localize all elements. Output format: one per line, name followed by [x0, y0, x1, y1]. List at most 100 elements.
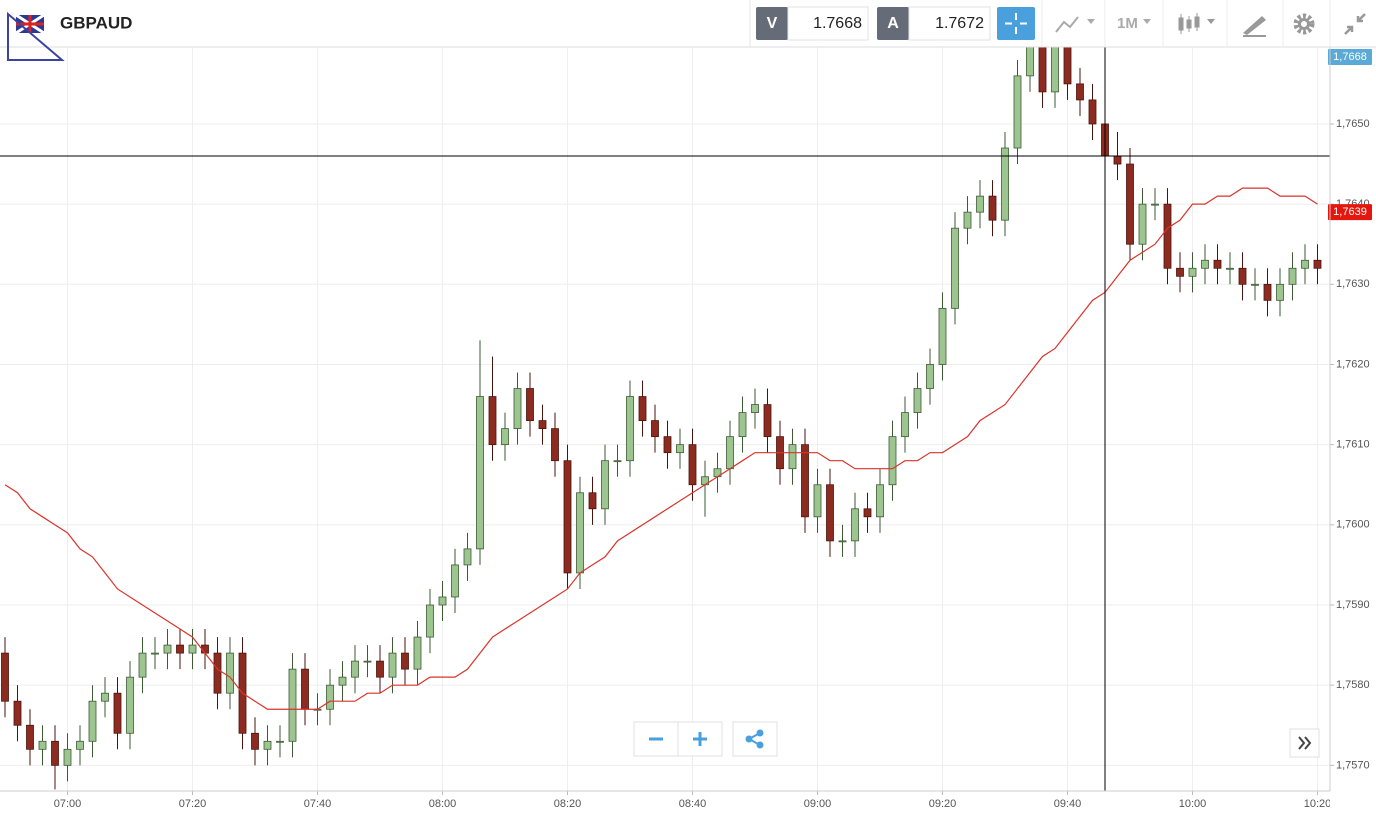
candle-body	[13, 700, 22, 726]
candle-body	[1051, 47, 1059, 93]
plot-area	[0, 47, 1330, 791]
candle-body	[963, 211, 972, 229]
share-button[interactable]	[732, 721, 778, 757]
price-tag-label: 1,7668	[1333, 51, 1367, 63]
candle-body	[451, 564, 459, 598]
x-tick-label: 09:00	[804, 798, 832, 810]
candle-body	[463, 548, 472, 566]
candle-body	[1038, 47, 1047, 93]
candle-body	[763, 404, 772, 438]
candle-body	[626, 396, 634, 462]
flag-icon	[15, 13, 45, 35]
candle-body	[1126, 163, 1134, 245]
candle-body	[88, 700, 97, 742]
candle-body	[688, 444, 697, 486]
crosshair-button[interactable]	[997, 7, 1035, 40]
moving-average-line	[4, 187, 1318, 710]
candle-body	[1313, 259, 1322, 269]
zoom-in-button[interactable]	[677, 721, 723, 757]
candle-body	[401, 652, 409, 670]
collapse-button[interactable]	[1344, 13, 1366, 35]
candle-body	[563, 460, 572, 574]
scroll-end-button[interactable]	[1289, 728, 1320, 758]
candle-body	[1226, 267, 1234, 270]
candle-body	[1001, 147, 1009, 221]
y-axis: 1,7570 1,7580 1,7590 1,7600 1,7610 1,7620 1,76…	[1328, 49, 1372, 771]
candle-body	[638, 396, 647, 422]
chart-type-button[interactable]	[1055, 16, 1095, 33]
candle-body	[213, 652, 222, 694]
candle-body	[538, 420, 547, 430]
candle-body	[301, 668, 309, 710]
candle-body	[163, 644, 172, 654]
candle-body	[876, 484, 884, 518]
x-tick-label: 07:00	[54, 798, 82, 810]
price-tag	[1328, 49, 1372, 65]
x-axis: 07:00 07:20 07:40 08:00 08:20 08:40 09:00 09:20…	[54, 791, 1330, 810]
candle-body	[251, 732, 259, 750]
candle-style-button[interactable]	[1178, 13, 1215, 34]
x-tick-label: 09:20	[929, 798, 957, 810]
bid-label: V	[767, 15, 778, 32]
candle-body	[1113, 155, 1122, 165]
price-tag	[1328, 204, 1372, 221]
candle-body	[263, 740, 272, 750]
candle-body	[751, 404, 759, 413]
zoom-out-button[interactable]	[633, 721, 679, 757]
candle-body	[1301, 259, 1309, 269]
candle-body	[813, 484, 822, 518]
candle-body	[676, 444, 684, 454]
candle-body	[951, 227, 959, 309]
candle-body	[1026, 47, 1034, 77]
candle-body	[151, 652, 159, 655]
instrument-title: GBPAUD	[60, 13, 132, 32]
candle-body	[1063, 47, 1072, 85]
candle-body	[788, 444, 797, 470]
bid-box[interactable]: V 1.7668	[756, 6, 869, 41]
candle-body	[613, 460, 622, 463]
y-tick-label: 1,7620	[1336, 358, 1370, 370]
bid-price: 1.7668	[813, 15, 862, 32]
candle-body	[1088, 99, 1097, 125]
ask-box[interactable]: A 1.7672	[877, 6, 991, 41]
candle-body	[938, 307, 947, 365]
candle-body	[576, 492, 584, 574]
x-tick-label: 10:00	[1179, 798, 1207, 810]
ask-price: 1.7672	[935, 15, 984, 32]
candle-body	[338, 676, 347, 686]
candle-body	[126, 676, 134, 734]
timeframe-button[interactable]: 1M	[1117, 15, 1151, 32]
price-tag-label: 1,7639	[1333, 206, 1367, 218]
candle-body	[738, 412, 747, 438]
candle-body	[276, 740, 284, 743]
ask-label: A	[887, 15, 899, 32]
x-tick-label: 07:20	[179, 798, 207, 810]
y-tick-label: 1,7580	[1336, 679, 1370, 691]
timeframe: 1M	[1117, 15, 1138, 32]
draw-tool-button[interactable]	[1243, 16, 1266, 37]
y-tick-label: 1,7630	[1336, 278, 1370, 290]
toolbar	[0, 0, 1376, 47]
candle-body	[726, 436, 734, 470]
candle-body	[1213, 259, 1222, 269]
candle-body	[51, 740, 59, 766]
candle-body	[1288, 267, 1297, 285]
settings-button[interactable]	[1293, 13, 1315, 35]
candle-body	[101, 692, 109, 702]
x-tick-label: 08:40	[679, 798, 707, 810]
candle-body	[38, 740, 47, 750]
candle-body	[1176, 267, 1184, 277]
candle-body	[288, 668, 297, 742]
candle-body	[501, 428, 509, 446]
candle-body	[138, 652, 147, 678]
candle-body	[513, 388, 522, 430]
drawing-triangle	[7, 11, 65, 61]
candle-body	[76, 740, 84, 750]
candle-body	[1201, 259, 1209, 269]
candle-body	[1238, 267, 1247, 285]
candle-body	[826, 484, 834, 542]
candle-body	[426, 604, 434, 638]
y-tick-label: 1,7610	[1336, 439, 1370, 451]
